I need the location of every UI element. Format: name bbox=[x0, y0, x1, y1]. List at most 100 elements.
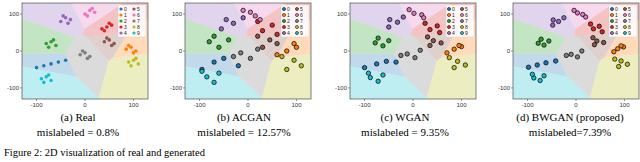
point bbox=[368, 75, 372, 79]
point bbox=[107, 22, 111, 26]
point bbox=[463, 63, 467, 67]
legend-label: 9 bbox=[465, 30, 468, 36]
point bbox=[542, 74, 546, 78]
plot-frame bbox=[350, 3, 476, 99]
point bbox=[597, 24, 601, 28]
legend-label: 4 bbox=[615, 30, 618, 36]
point bbox=[421, 16, 425, 20]
tick-label: -100 bbox=[31, 102, 44, 108]
point bbox=[292, 58, 296, 62]
legend-marker bbox=[119, 19, 122, 22]
point bbox=[526, 65, 530, 69]
tick-label: 0 bbox=[344, 48, 348, 54]
point bbox=[601, 40, 605, 44]
point bbox=[401, 15, 405, 19]
point bbox=[457, 43, 461, 47]
legend: 0123456789 bbox=[118, 5, 146, 37]
tick-label: 0 bbox=[179, 48, 183, 54]
point bbox=[292, 41, 296, 45]
legend-label: 9 bbox=[137, 30, 140, 36]
tick-mark bbox=[511, 51, 513, 52]
point bbox=[103, 40, 107, 44]
legend: 0123456789 bbox=[609, 5, 637, 37]
legend-marker bbox=[295, 13, 298, 16]
point bbox=[280, 54, 284, 58]
point bbox=[105, 25, 109, 29]
plot-frame bbox=[185, 3, 311, 99]
point bbox=[103, 29, 107, 33]
point bbox=[381, 73, 385, 77]
point bbox=[219, 27, 223, 31]
decision-region bbox=[590, 54, 639, 99]
point bbox=[129, 64, 133, 68]
legend-label: 9 bbox=[300, 30, 303, 36]
tick-label: 100 bbox=[337, 11, 348, 17]
point bbox=[362, 65, 366, 69]
legend-marker bbox=[132, 25, 135, 28]
legend-marker bbox=[295, 7, 298, 10]
panel-title: (d) BWGAN (proposed) bbox=[516, 111, 624, 124]
point bbox=[212, 80, 216, 84]
point bbox=[418, 48, 422, 52]
legend-marker bbox=[119, 7, 122, 10]
legend-marker bbox=[132, 31, 135, 34]
plot-area bbox=[350, 3, 476, 99]
point bbox=[40, 77, 44, 81]
point bbox=[412, 11, 416, 15]
panel-annotation: mislabeled=7.39% bbox=[529, 126, 611, 138]
point bbox=[413, 55, 417, 59]
legend-marker bbox=[282, 7, 285, 10]
panel-annotation: mislabeled = 0.8% bbox=[37, 126, 119, 138]
point bbox=[127, 60, 131, 64]
legend-marker bbox=[623, 13, 626, 16]
tick-label: 0 bbox=[507, 48, 511, 54]
tick-label: -100 bbox=[359, 102, 372, 108]
point bbox=[551, 18, 555, 22]
legend-marker bbox=[282, 19, 285, 22]
point bbox=[61, 14, 65, 18]
legend-marker bbox=[132, 13, 135, 16]
point bbox=[428, 27, 432, 31]
point bbox=[86, 14, 90, 18]
point bbox=[387, 25, 391, 29]
tick-mark bbox=[199, 99, 200, 101]
point bbox=[588, 22, 592, 26]
point bbox=[231, 21, 235, 25]
decision-region bbox=[427, 54, 476, 99]
tick-mark bbox=[364, 99, 365, 101]
legend-label: 9 bbox=[628, 30, 631, 36]
point bbox=[200, 69, 204, 73]
point bbox=[616, 64, 620, 68]
legend: 0123456789 bbox=[446, 5, 474, 37]
point bbox=[258, 17, 262, 21]
point bbox=[132, 51, 136, 55]
point bbox=[299, 64, 303, 68]
decision-region bbox=[99, 54, 148, 99]
legend-label: 4 bbox=[124, 30, 127, 36]
tick-mark bbox=[348, 87, 350, 88]
point bbox=[428, 43, 432, 47]
legend-marker bbox=[623, 25, 626, 28]
point bbox=[236, 64, 240, 68]
plot-background bbox=[22, 3, 148, 99]
point bbox=[205, 75, 209, 79]
point bbox=[591, 27, 595, 31]
point bbox=[613, 57, 617, 61]
legend-marker bbox=[132, 7, 135, 10]
legend-marker bbox=[447, 7, 450, 10]
tick-label: 0 bbox=[83, 102, 87, 108]
point bbox=[105, 36, 109, 40]
point bbox=[217, 45, 221, 49]
point bbox=[49, 79, 53, 83]
legend-box bbox=[609, 5, 637, 37]
point bbox=[59, 20, 63, 24]
point bbox=[539, 37, 543, 41]
point bbox=[224, 17, 228, 21]
point bbox=[547, 39, 551, 43]
point bbox=[395, 20, 399, 24]
point bbox=[399, 53, 403, 57]
legend-marker bbox=[610, 7, 613, 10]
point bbox=[425, 35, 429, 39]
point bbox=[255, 47, 259, 51]
point bbox=[86, 57, 90, 61]
